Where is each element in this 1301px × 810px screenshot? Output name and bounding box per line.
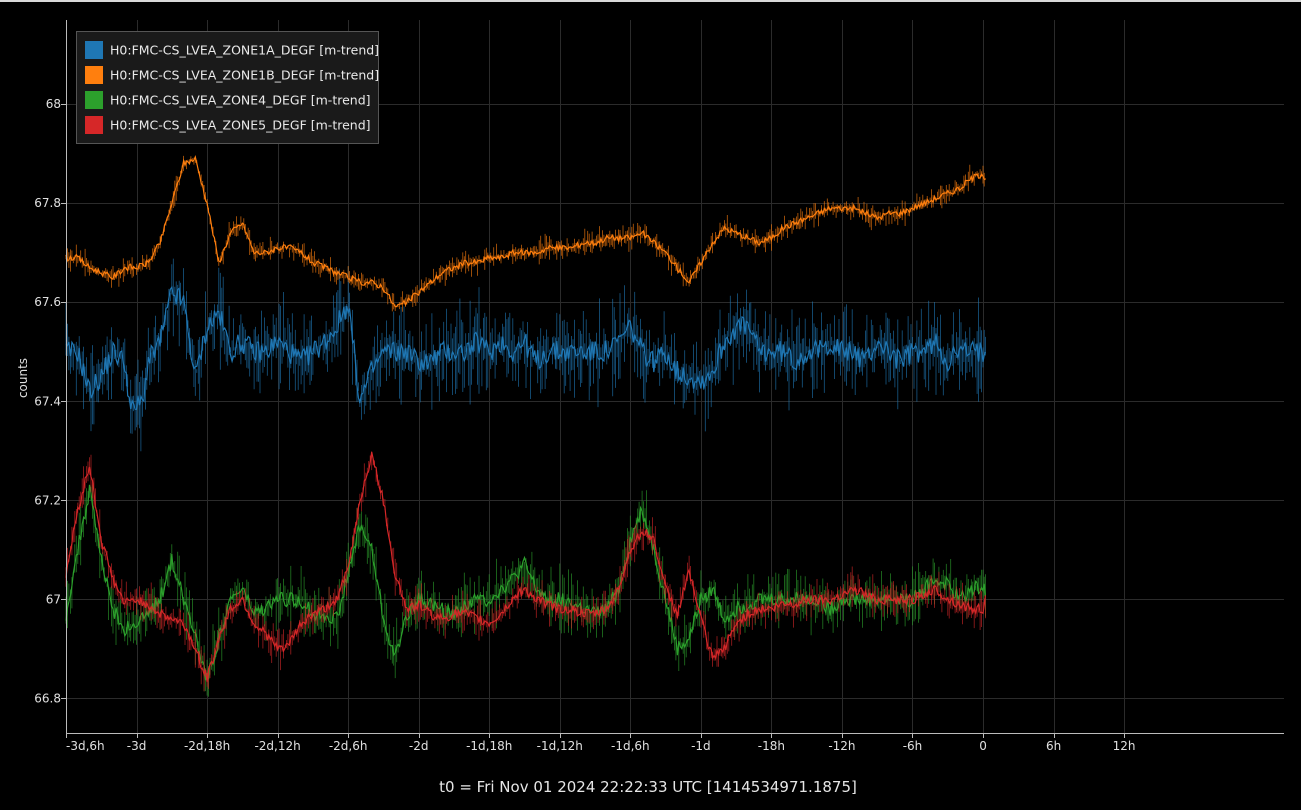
series-trend-line bbox=[65, 285, 986, 410]
legend-swatch bbox=[85, 66, 103, 84]
x-tick-label: -1d,6h bbox=[611, 739, 650, 753]
window-top-border bbox=[0, 0, 1301, 2]
series-trend-line bbox=[65, 451, 986, 683]
y-tick-label: 67.4 bbox=[34, 394, 61, 408]
x-tick-label: -1d,12h bbox=[537, 739, 583, 753]
x-tick-labels: -3d,6h -3d -2d,18h -2d,12h -2d,6h -2d -1d,18h -… bbox=[66, 733, 1136, 753]
legend-label: H0:FMC-CS_LVEA_ZONE1A_DEGF [m-trend] bbox=[110, 43, 379, 58]
y-tick-label: 66.8 bbox=[34, 691, 61, 705]
x-tick-label: -2d bbox=[409, 739, 429, 753]
y-tick-label: 67.6 bbox=[34, 295, 61, 309]
legend-swatch bbox=[85, 116, 103, 134]
y-axis-label: counts bbox=[16, 358, 30, 398]
axes bbox=[66, 20, 1284, 734]
series-layer bbox=[65, 155, 986, 697]
time-reference-footer: t0 = Fri Nov 01 2024 22:22:33 UTC [14145… bbox=[439, 778, 857, 796]
legend: H0:FMC-CS_LVEA_ZONE1A_DEGF [m-trend] H0:F… bbox=[76, 31, 379, 144]
y-tick-label: 67.8 bbox=[34, 196, 61, 210]
x-tick-label: 12h bbox=[1113, 739, 1136, 753]
series-1 bbox=[65, 258, 986, 452]
legend-label: H0:FMC-CS_LVEA_ZONE4_DEGF [m-trend] bbox=[110, 93, 371, 108]
x-tick-label: -1d,18h bbox=[466, 739, 512, 753]
series-trend-line bbox=[65, 484, 986, 681]
legend-swatch bbox=[85, 91, 103, 109]
series-envelope bbox=[65, 155, 986, 312]
x-tick-label: -2d,18h bbox=[184, 739, 230, 753]
y-tick-label: 67 bbox=[46, 592, 61, 606]
x-tick-label: -12h bbox=[828, 739, 855, 753]
legend-label: H0:FMC-CS_LVEA_ZONE1B_DEGF [m-trend] bbox=[110, 68, 379, 83]
y-tick-label: 67.2 bbox=[34, 493, 61, 507]
x-tick-label: -2d,6h bbox=[329, 739, 368, 753]
legend-swatch bbox=[85, 41, 103, 59]
series-2 bbox=[65, 155, 986, 312]
x-tick-label: -3d,6h bbox=[66, 739, 105, 753]
x-tick-label: -2d,12h bbox=[254, 739, 300, 753]
x-tick-label: 6h bbox=[1046, 739, 1061, 753]
legend-box bbox=[76, 31, 379, 144]
x-tick-label: -18h bbox=[758, 739, 785, 753]
x-tick-label: -6h bbox=[903, 739, 923, 753]
legend-label: H0:FMC-CS_LVEA_ZONE5_DEGF [m-trend] bbox=[110, 118, 371, 133]
y-tick-labels: 66.8 67 67.2 67.4 67.6 67.8 68 bbox=[34, 97, 66, 705]
series-trend-line bbox=[65, 155, 986, 308]
x-tick-label: -1d bbox=[691, 739, 711, 753]
y-tick-label: 68 bbox=[46, 97, 61, 111]
x-tick-label: -3d bbox=[127, 739, 147, 753]
x-tick-label: 0 bbox=[979, 739, 987, 753]
